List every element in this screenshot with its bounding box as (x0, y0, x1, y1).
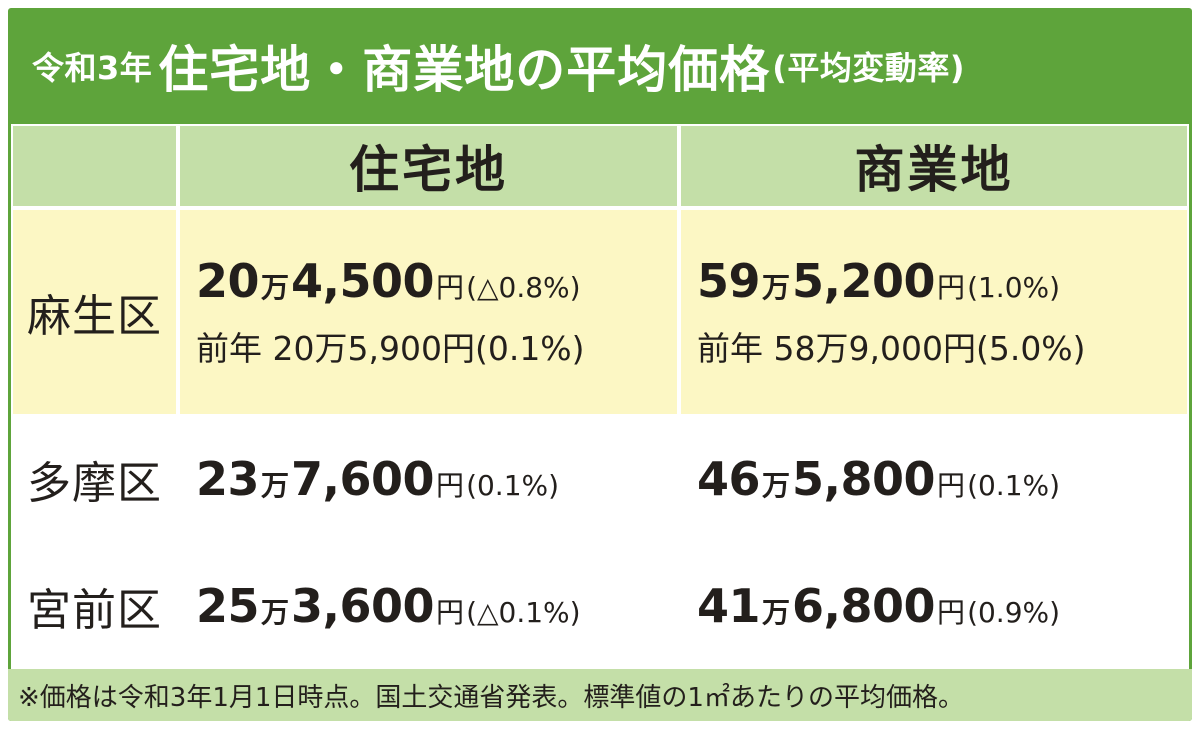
row-area-label: 麻生区 (11, 208, 178, 416)
residential-price-cell: 25 万 3,600 円 (△0.1%) (178, 542, 679, 669)
unit-yen: 円 (937, 469, 966, 502)
unit-man: 万 (261, 271, 290, 304)
price-rest-value: 5,200 (792, 254, 936, 308)
change-percent: (0.9%) (967, 595, 1061, 629)
change-percent: (0.1%) (466, 469, 560, 502)
unit-man: 万 (762, 469, 791, 502)
price-man-value: 25 (196, 578, 260, 633)
unit-yen: 円 (436, 469, 465, 502)
residential-price: 20 万 4,500 円 (△0.8%) (196, 254, 581, 308)
unit-yen: 円 (436, 595, 465, 629)
commercial-price: 41 万 6,800 円 (0.9%) (697, 579, 1060, 633)
row-area-label: 多摩区 (11, 416, 178, 542)
title-suffix: (平均変動率) (772, 49, 966, 87)
commercial-price-cell: 46 万 5,800 円 (0.1%) (679, 416, 1189, 542)
footnote: ※価格は令和3年1月1日時点。国土交通省発表。標準値の1㎡あたりの平均価格。 (8, 669, 1192, 721)
price-man-value: 59 (697, 254, 761, 308)
previous-year-price: 前年 58万9,000円(5.0%) (697, 329, 1086, 368)
price-table: 住宅地 商業地 麻生区 20 万 4,500 円 (△0.8%) 前年 20万5… (11, 124, 1189, 669)
price-rest-value: 5,800 (792, 452, 936, 506)
commercial-price-cell: 59 万 5,200 円 (1.0%) 前年 58万9,000円(5.0%) (679, 208, 1189, 416)
title-prefix: 令和3年 (32, 49, 153, 87)
price-man-value: 41 (697, 578, 761, 633)
change-percent: (△0.8%) (466, 271, 581, 304)
unit-man: 万 (762, 271, 791, 304)
change-percent: (0.1%) (967, 469, 1061, 502)
unit-yen: 円 (436, 271, 465, 304)
price-table-panel: 令和3年 住宅地・商業地の平均価格 (平均変動率) 住宅地 商業地 麻生区 20… (8, 8, 1192, 721)
unit-yen: 円 (937, 595, 966, 629)
residential-price-cell: 20 万 4,500 円 (△0.8%) 前年 20万5,900円(0.1%) (178, 208, 679, 416)
row-area-label: 宮前区 (11, 542, 178, 669)
price-man-value: 23 (196, 452, 260, 506)
previous-year-price: 前年 20万5,900円(0.1%) (196, 329, 585, 368)
price-rest-value: 3,600 (291, 578, 435, 633)
unit-yen: 円 (937, 271, 966, 304)
table-title: 令和3年 住宅地・商業地の平均価格 (平均変動率) (8, 8, 1192, 124)
residential-price-cell: 23 万 7,600 円 (0.1%) (178, 416, 679, 542)
price-man-value: 20 (196, 254, 260, 308)
header-commercial: 商業地 (679, 124, 1189, 208)
header-residential: 住宅地 (178, 124, 679, 208)
residential-price: 23 万 7,600 円 (0.1%) (196, 452, 559, 506)
header-corner (11, 124, 178, 208)
unit-man: 万 (261, 469, 290, 502)
price-man-value: 46 (697, 452, 761, 506)
commercial-price: 46 万 5,800 円 (0.1%) (697, 452, 1060, 506)
change-percent: (△0.1%) (466, 595, 581, 629)
price-rest-value: 6,800 (792, 578, 936, 633)
unit-man: 万 (261, 595, 290, 629)
price-rest-value: 7,600 (291, 452, 435, 506)
title-main: 住宅地・商業地の平均価格 (158, 41, 771, 99)
commercial-price-cell: 41 万 6,800 円 (0.9%) (679, 542, 1189, 669)
price-rest-value: 4,500 (291, 254, 435, 308)
change-percent: (1.0%) (967, 271, 1061, 304)
unit-man: 万 (762, 595, 791, 629)
commercial-price: 59 万 5,200 円 (1.0%) (697, 254, 1060, 308)
residential-price: 25 万 3,600 円 (△0.1%) (196, 579, 581, 633)
